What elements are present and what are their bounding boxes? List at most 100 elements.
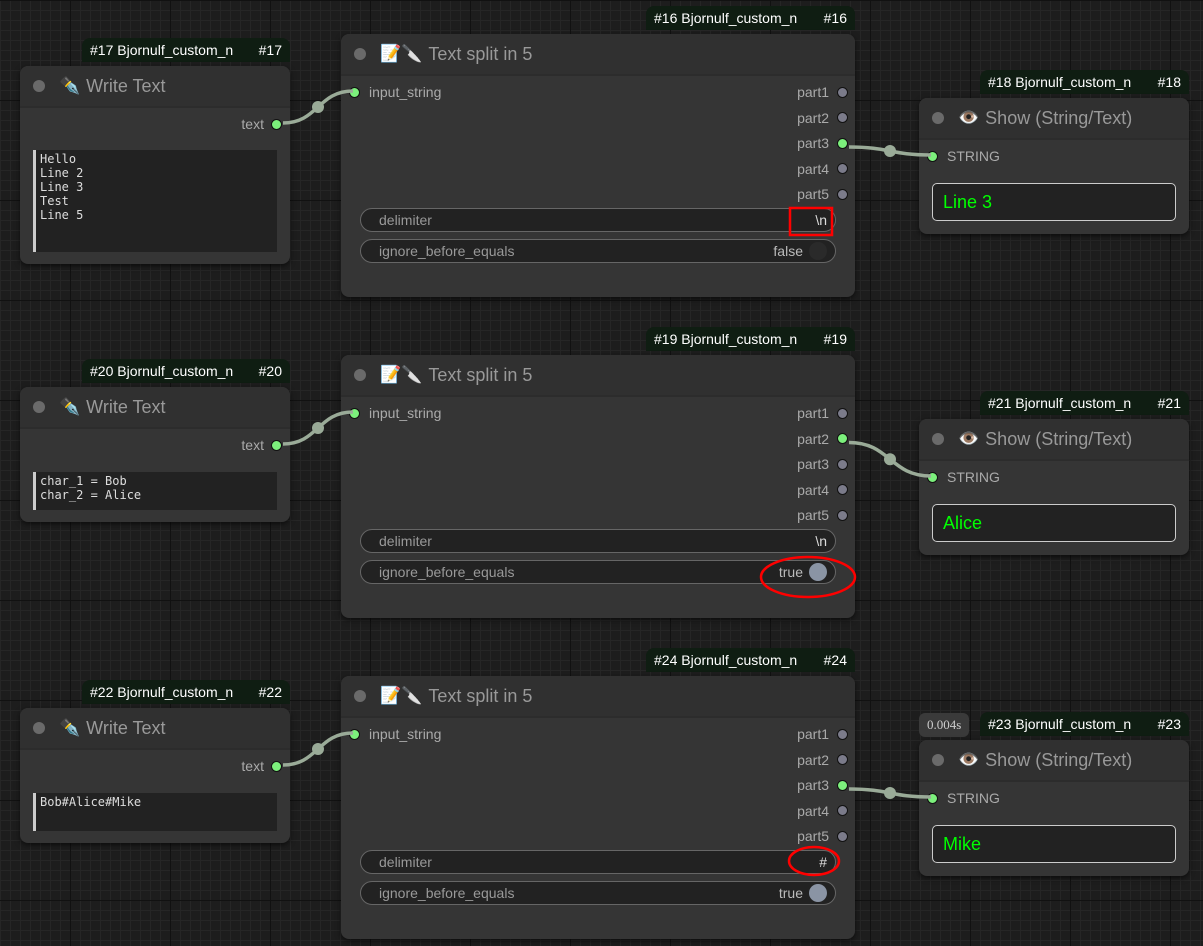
slot-dot[interactable]	[837, 433, 848, 444]
collapse-dot[interactable]	[354, 48, 366, 60]
output-slot-text[interactable]: text	[241, 758, 282, 774]
wire-midpoint-handle[interactable]	[884, 787, 896, 799]
slot-dot[interactable]	[349, 86, 360, 98]
slot-dot[interactable]	[927, 150, 938, 162]
wire-midpoint-handle[interactable]	[312, 101, 324, 113]
slot-dot[interactable]	[837, 407, 848, 419]
node-title-bar[interactable]: 📝🔪 Text split in 5	[341, 34, 855, 76]
show-text-node[interactable]: 👁️ Show (String/Text) STRING Alice	[919, 419, 1189, 555]
toggle-knob[interactable]	[809, 242, 827, 260]
toggle-knob[interactable]	[809, 563, 827, 581]
text-input[interactable]: Hello Line 2 Line 3 Test Line 5	[33, 150, 277, 252]
slot-dot[interactable]	[837, 86, 848, 98]
input-slot[interactable]: input_string	[349, 405, 441, 421]
collapse-dot[interactable]	[354, 369, 366, 381]
text-input[interactable]: Bob#Alice#Mike	[33, 793, 277, 831]
collapse-dot[interactable]	[354, 690, 366, 702]
fountain-pen-icon: ✒️	[59, 397, 81, 416]
output-slot-part4[interactable]: part4	[797, 803, 848, 819]
output-slot-part2[interactable]: part2	[797, 752, 848, 768]
output-slot-part1[interactable]: part1	[797, 84, 848, 100]
slot-dot[interactable]	[837, 728, 848, 740]
output-slot-part5[interactable]: part5	[797, 507, 848, 523]
output-slot-part2[interactable]: part2	[797, 110, 848, 126]
badge-label: #18 Bjornulf_custom_n	[988, 74, 1132, 90]
output-slot-part4[interactable]: part4	[797, 482, 848, 498]
node-title-bar[interactable]: ✒️ Write Text	[20, 387, 290, 429]
slot-dot[interactable]	[837, 112, 848, 123]
write-text-node[interactable]: ✒️ Write Text text Bob#Alice#Mike	[20, 708, 290, 843]
slot-dot[interactable]	[927, 792, 938, 804]
slot-dot[interactable]	[271, 760, 282, 772]
delimiter-field[interactable]: delimiter \n	[360, 208, 836, 232]
collapse-dot[interactable]	[932, 112, 944, 124]
slot-dot[interactable]	[349, 728, 360, 740]
node-title-bar[interactable]: ✒️ Write Text	[20, 66, 290, 108]
input-slot-string[interactable]: STRING	[927, 790, 1000, 806]
slot-dot[interactable]	[927, 471, 938, 483]
delimiter-field[interactable]: delimiter #	[360, 850, 836, 874]
badge-id: #17	[258, 42, 282, 58]
node-title-bar[interactable]: 📝🔪 Text split in 5	[341, 676, 855, 718]
slot-dot[interactable]	[837, 779, 848, 791]
show-text-node[interactable]: 👁️ Show (String/Text) STRING Mike	[919, 740, 1189, 876]
ignore-before-equals-toggle[interactable]: ignore_before_equals false	[360, 239, 836, 263]
node-title-bar[interactable]: 👁️ Show (String/Text)	[919, 98, 1189, 140]
slot-dot[interactable]	[837, 163, 848, 174]
output-slot-part3[interactable]: part3	[797, 135, 848, 151]
wire-midpoint-handle[interactable]	[884, 453, 896, 466]
slot-dot[interactable]	[271, 439, 282, 451]
output-slot-part3[interactable]: part3	[797, 456, 848, 472]
delimiter-field[interactable]: delimiter \n	[360, 529, 836, 553]
slot-dot[interactable]	[837, 805, 848, 816]
output-slot-part1[interactable]: part1	[797, 726, 848, 742]
widget-label: delimiter	[379, 212, 432, 228]
write-text-node[interactable]: ✒️ Write Text text Hello Line 2 Line 3 Test…	[20, 66, 290, 264]
node-title-bar[interactable]: 📝🔪 Text split in 5	[341, 355, 855, 397]
show-text-node[interactable]: 👁️ Show (String/Text) STRING Line 3	[919, 98, 1189, 234]
ignore-before-equals-toggle[interactable]: ignore_before_equals true	[360, 881, 836, 905]
collapse-dot[interactable]	[33, 401, 45, 413]
text-input[interactable]: char_1 = Bob char_2 = Alice	[33, 472, 277, 510]
ignore-before-equals-toggle[interactable]: ignore_before_equals true	[360, 560, 836, 584]
badge-label: #17 Bjornulf_custom_n	[90, 42, 234, 58]
output-slot-part4[interactable]: part4	[797, 161, 848, 177]
write-text-node[interactable]: ✒️ Write Text text char_1 = Bob char_2 = Al…	[20, 387, 290, 522]
execution-time-badge: 0.004s	[919, 713, 970, 737]
slot-dot[interactable]	[837, 830, 848, 842]
slot-dot[interactable]	[837, 188, 848, 200]
output-slot-part3[interactable]: part3	[797, 777, 848, 793]
slot-dot[interactable]	[271, 118, 282, 130]
output-slot-part2[interactable]: part2	[797, 431, 848, 447]
wire-midpoint-handle[interactable]	[312, 743, 324, 755]
collapse-dot[interactable]	[932, 754, 944, 766]
slot-dot[interactable]	[837, 754, 848, 765]
node-title: Show (String/Text)	[985, 428, 1133, 449]
input-slot-string[interactable]: STRING	[927, 469, 1000, 485]
toggle-knob[interactable]	[809, 884, 827, 902]
text-split-node[interactable]: 📝🔪 Text split in 5 input_string part1 part2 p…	[341, 355, 855, 618]
wire-midpoint-handle[interactable]	[884, 145, 896, 157]
node-title-bar[interactable]: 👁️ Show (String/Text)	[919, 740, 1189, 782]
output-slot-text[interactable]: text	[241, 116, 282, 132]
slot-dot[interactable]	[837, 484, 848, 495]
slot-dot[interactable]	[837, 509, 848, 521]
collapse-dot[interactable]	[33, 80, 45, 92]
output-slot-part1[interactable]: part1	[797, 405, 848, 421]
collapse-dot[interactable]	[932, 433, 944, 445]
wire-midpoint-handle[interactable]	[312, 422, 324, 434]
input-slot[interactable]: input_string	[349, 84, 441, 100]
slot-dot[interactable]	[837, 458, 848, 470]
output-slot-part5[interactable]: part5	[797, 186, 848, 202]
text-split-node[interactable]: 📝🔪 Text split in 5 input_string part1 part2 p…	[341, 676, 855, 939]
slot-dot[interactable]	[349, 407, 360, 419]
input-slot[interactable]: input_string	[349, 726, 441, 742]
collapse-dot[interactable]	[33, 722, 45, 734]
output-slot-text[interactable]: text	[241, 437, 282, 453]
node-title-bar[interactable]: 👁️ Show (String/Text)	[919, 419, 1189, 461]
node-title-bar[interactable]: ✒️ Write Text	[20, 708, 290, 750]
input-slot-string[interactable]: STRING	[927, 148, 1000, 164]
output-slot-part5[interactable]: part5	[797, 828, 848, 844]
text-split-node[interactable]: 📝🔪 Text split in 5 input_string part1 part2 p…	[341, 34, 855, 297]
slot-dot[interactable]	[837, 137, 848, 149]
